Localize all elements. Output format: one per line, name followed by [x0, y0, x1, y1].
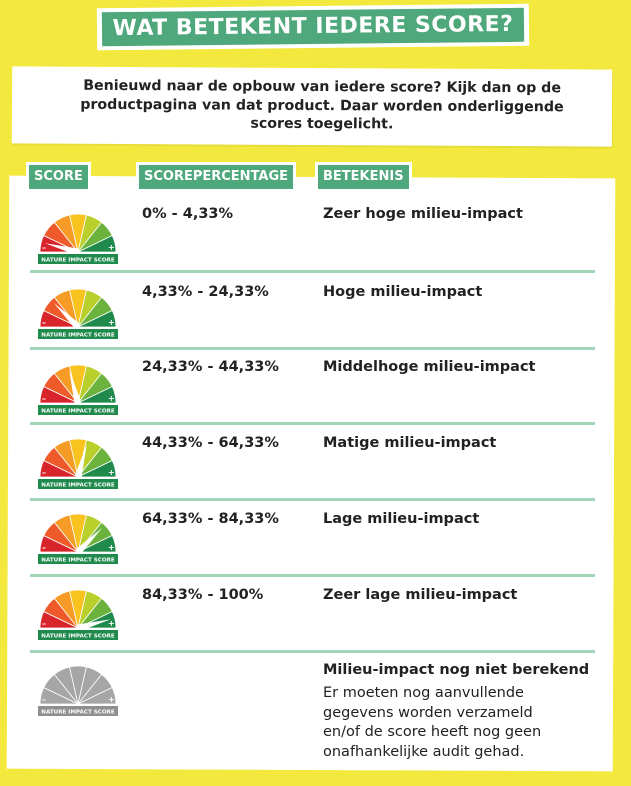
score-percentage: 24,33% - 44,33%: [142, 359, 279, 375]
gauge-label-strip: [38, 329, 118, 339]
nature-impact-gauge-icon: – + NATURE IMPACT SCORE: [38, 513, 118, 564]
score-meaning: Milieu-impact nog niet berekend: [323, 662, 590, 678]
gauge-label-strip: [38, 706, 118, 716]
gauge-label: NATURE IMPACT SCORE: [41, 333, 115, 339]
gauge-label: NATURE IMPACT SCORE: [41, 258, 115, 264]
score-meaning: Matige milieu-impact: [323, 435, 497, 451]
row-divider: [30, 498, 595, 501]
plus-icon: +: [108, 543, 115, 552]
page-title: WAT BETEKENT IEDERE SCORE?: [101, 7, 525, 47]
nature-impact-gauge-icon: – + NATURE IMPACT SCORE: [38, 213, 118, 264]
score-description: Er moeten nog aanvullende gegevens worde…: [323, 685, 542, 760]
score-percentage: 84,33% - 100%: [142, 587, 264, 603]
minus-icon: –: [42, 318, 46, 327]
gauge-segment: [77, 534, 117, 553]
gauge-label-strip: [38, 254, 118, 264]
score-percentage: 4,33% - 24,33%: [142, 284, 269, 300]
plus-icon: +: [108, 318, 115, 327]
intro-card: Benieuwd naar de opbouw van iedere score…: [11, 66, 613, 147]
gauge-needle: [53, 302, 81, 330]
plus-icon: +: [108, 695, 115, 704]
nature-impact-gauge-icon: – + NATURE IMPACT SCORE: [38, 288, 118, 339]
gauge-label: NATURE IMPACT SCORE: [41, 483, 115, 489]
minus-icon: –: [42, 243, 46, 252]
score-meaning: Lage milieu-impact: [323, 511, 480, 527]
score-percentage: 44,33% - 64,33%: [142, 435, 279, 451]
plus-icon: +: [108, 394, 115, 403]
row-divider: [30, 650, 595, 653]
score-percentage: 0% - 4,33%: [142, 206, 234, 222]
nature-impact-gauge-icon: – + NATURE IMPACT SCORE: [38, 438, 118, 489]
gauge-label: NATURE IMPACT SCORE: [41, 634, 115, 640]
score-meaning: Hoge milieu-impact: [323, 284, 483, 300]
title-banner: WAT BETEKENT IEDERE SCORE?: [96, 3, 530, 51]
minus-icon: –: [42, 695, 46, 704]
minus-icon: –: [42, 543, 46, 552]
gauge-label-strip: [38, 554, 118, 564]
gauge-label-strip: [38, 405, 118, 415]
gauge-label: NATURE IMPACT SCORE: [41, 710, 115, 716]
plus-icon: +: [108, 619, 115, 628]
gauge-needle: [45, 243, 79, 256]
score-meaning: Middelhoge milieu-impact: [323, 359, 536, 375]
gauge-label-strip: [38, 630, 118, 640]
gauge-needle: [75, 527, 103, 555]
header-percentage: SCOREPERCENTAGE: [136, 162, 297, 192]
header-meaning: BETEKENIS: [315, 162, 412, 192]
gauge-segment: [77, 309, 117, 328]
plus-icon: +: [108, 243, 115, 252]
minus-icon: –: [42, 394, 46, 403]
row-divider: [30, 422, 595, 425]
nature-impact-gauge-icon: – + NATURE IMPACT SCORE: [38, 589, 118, 640]
row-divider: [30, 270, 595, 273]
gauge-label: NATURE IMPACT SCORE: [41, 558, 115, 564]
score-percentage: 64,33% - 84,33%: [142, 511, 279, 527]
gauge-needle: [69, 370, 82, 404]
minus-icon: –: [42, 468, 46, 477]
gauge-needle: [74, 444, 87, 478]
gauge-segment: [77, 385, 117, 404]
row-divider: [30, 347, 595, 350]
header-score: SCORE: [26, 162, 91, 192]
gauge-segment: [77, 686, 117, 705]
intro-text: Benieuwd naar de opbouw van iedere score…: [80, 77, 564, 133]
minus-icon: –: [42, 619, 46, 628]
score-meaning: Zeer lage milieu-impact: [323, 587, 518, 603]
gauge-label: NATURE IMPACT SCORE: [41, 409, 115, 415]
gauge-segment: [77, 459, 117, 478]
nature-impact-gauge-icon: – + NATURE IMPACT SCORE: [38, 364, 118, 415]
score-meaning: Zeer hoge milieu-impact: [323, 206, 523, 222]
gauge-needle: [77, 619, 111, 632]
plus-icon: +: [108, 468, 115, 477]
nature-impact-gauge-icon: – + NATURE IMPACT SCORE: [38, 665, 118, 716]
gauge-label-strip: [38, 479, 118, 489]
row-divider: [30, 574, 595, 577]
gauge-segment: [77, 234, 117, 253]
